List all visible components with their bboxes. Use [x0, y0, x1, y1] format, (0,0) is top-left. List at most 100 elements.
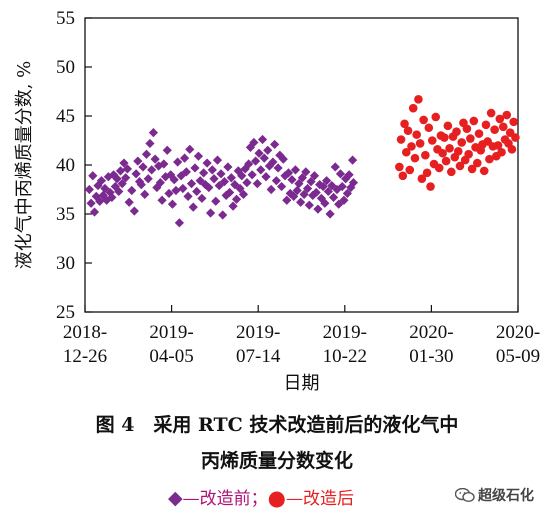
data-point-before [115, 166, 126, 176]
x-tick-label-year: 2018- [63, 322, 107, 343]
data-point-after [472, 158, 482, 168]
data-point-before [183, 191, 193, 201]
data-point-after [457, 138, 467, 147]
data-point-before [315, 180, 325, 190]
data-point-before [238, 189, 249, 199]
data-point-before [207, 165, 217, 175]
data-point-before [268, 157, 278, 167]
legend-circle-marker: ● [267, 486, 286, 510]
data-point-before [259, 153, 269, 163]
data-point-after [403, 126, 413, 135]
data-point-after [469, 116, 479, 126]
data-point-before [325, 209, 335, 219]
data-point-before [138, 162, 148, 172]
data-point-before [202, 158, 212, 168]
data-point-before [244, 159, 254, 169]
data-point-before [147, 165, 157, 175]
y-tick-label: 35 [56, 204, 75, 225]
data-point-after [415, 139, 425, 148]
data-point-after [395, 162, 404, 172]
data-point-after [486, 108, 496, 118]
data-point-before [84, 184, 94, 195]
wechat-icon [455, 488, 475, 502]
data-point-before [124, 197, 134, 207]
axes: 25 30 35 40 45 50 55 2018- 12-26 2019- 04-05 2019- 0… [14, 8, 540, 394]
data-point-before [273, 163, 283, 173]
data-point-before [316, 193, 327, 203]
data-point-before [249, 137, 259, 148]
data-point-before [263, 145, 273, 155]
data-point-before [211, 196, 221, 206]
data-point-after [426, 182, 435, 191]
data-point-after [440, 133, 449, 142]
legend: ◆—改造前；●—改造后 [168, 484, 354, 510]
data-point-before [296, 197, 306, 207]
data-point-before [225, 187, 235, 198]
y-tick-label: 25 [56, 302, 75, 323]
data-point-before [169, 175, 179, 185]
y-tick-label: 50 [56, 57, 75, 78]
data-point-before [185, 144, 195, 154]
data-point-before [179, 153, 190, 163]
figure-caption-line1: 图 4 采用 RTC 技术改造前后的液化气中 [95, 414, 459, 436]
data-point-after [438, 148, 447, 158]
data-point-before [173, 157, 183, 167]
data-point-before [242, 178, 252, 188]
data-point-before [131, 169, 141, 179]
data-point-before [129, 206, 139, 216]
data-point-before [278, 154, 288, 164]
data-point-before [318, 181, 328, 192]
legend-diamond-marker: ◆ [168, 487, 183, 509]
x-tick-label-year: 2020- [496, 322, 540, 343]
data-point-after [401, 147, 411, 157]
data-point-before [237, 171, 247, 181]
data-point-after [466, 134, 475, 143]
data-point-before [261, 172, 271, 182]
data-point-before [96, 176, 107, 186]
data-point-before [145, 138, 155, 149]
data-point-before [320, 198, 330, 208]
data-point-before [256, 165, 266, 175]
data-point-before [171, 185, 181, 196]
watermark-text: 超级石化 [478, 488, 534, 504]
data-point-before [121, 173, 131, 183]
data-point-after [509, 117, 518, 127]
data-point-before [257, 134, 268, 145]
data-point-before [186, 179, 197, 189]
data-point-before [266, 184, 276, 195]
data-point-before [218, 210, 228, 220]
data-point-before [283, 168, 294, 178]
data-point-after [419, 115, 428, 125]
data-point-after [497, 147, 506, 157]
data-point-before [133, 156, 143, 166]
data-point-after [507, 145, 517, 154]
data-point-after [431, 112, 441, 122]
data-point-before [199, 168, 209, 178]
data-point-before [89, 207, 100, 217]
data-point-before [190, 163, 200, 173]
data-point-after [511, 133, 520, 142]
data-point-before [112, 174, 122, 184]
data-point-before [280, 171, 290, 181]
data-point-after [490, 125, 499, 135]
data-point-after [447, 167, 456, 177]
data-point-after [421, 150, 430, 160]
data-point-after [455, 161, 465, 171]
data-point-after [464, 149, 473, 159]
data-point-before [282, 195, 292, 205]
data-point-before [335, 169, 346, 179]
data-point-before [254, 148, 264, 158]
data-point-after [398, 171, 408, 181]
data-point-before [347, 155, 358, 165]
data-point-before [148, 128, 159, 138]
data-point-before [181, 167, 191, 177]
data-point-before [117, 179, 127, 189]
plot-frame [84, 17, 519, 313]
x-axis-title: 日期 [284, 373, 320, 394]
data-point-after [498, 122, 508, 132]
data-point-before [342, 188, 352, 199]
x-tick-label-year: 2019- [323, 322, 367, 343]
data-point-before [252, 179, 262, 189]
data-point-before [299, 189, 309, 199]
data-point-before [95, 196, 105, 206]
